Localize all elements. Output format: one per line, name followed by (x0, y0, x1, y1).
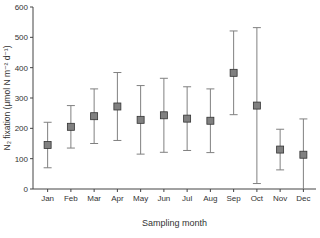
x-tick (163, 189, 164, 192)
x-tick (256, 189, 257, 192)
error-cap (276, 129, 284, 130)
x-tick (70, 189, 71, 192)
data-point (160, 112, 167, 119)
error-cap (230, 114, 238, 115)
error-cap (183, 86, 191, 87)
error-bar (160, 78, 168, 152)
error-cap (253, 27, 261, 28)
x-tick (187, 189, 188, 192)
x-tick (140, 189, 141, 192)
y-tick-label: 400 (15, 64, 29, 73)
error-bar (113, 73, 121, 141)
data-point (137, 116, 144, 123)
y-tick-label: 500 (15, 33, 29, 42)
chart-container: 0 100 200 300 400 500 600 Jan Feb Mar Apr May Jun Jul… (0, 0, 320, 238)
error-bar (253, 28, 261, 184)
data-point (300, 151, 307, 158)
x-tick-label: Jul (182, 194, 192, 203)
error-cap (90, 88, 98, 89)
error-cap (183, 150, 191, 151)
error-bar (137, 86, 145, 155)
y-tick-label: 100 (15, 155, 29, 164)
error-cap (44, 122, 52, 123)
error-cap (253, 183, 261, 184)
y-tick-label: 200 (15, 124, 29, 133)
x-axis-line (33, 189, 316, 190)
data-point (67, 123, 74, 130)
x-tick-label: Sep (227, 194, 242, 203)
x-tick (117, 189, 118, 192)
x-tick (47, 189, 48, 192)
y-tick (30, 98, 33, 99)
error-bar (230, 31, 238, 115)
x-tick-label: May (133, 194, 148, 203)
y-tick (30, 67, 33, 68)
data-point (277, 146, 284, 153)
data-point (253, 102, 260, 109)
error-cap (90, 143, 98, 144)
y-tick-label: 0 (24, 185, 29, 194)
y-axis-label: N₂ fixation (μmol N m⁻² d⁻¹) (2, 45, 12, 150)
data-point (44, 142, 51, 149)
error-bar (44, 122, 52, 167)
error-bar (67, 106, 75, 148)
y-tick (30, 37, 33, 38)
y-tick (30, 128, 33, 129)
error-cap (160, 152, 168, 153)
error-cap (206, 88, 214, 89)
chart-svg: 0 100 200 300 400 500 600 Jan Feb Mar Apr May Jun Jul… (0, 0, 320, 238)
y-tick (30, 189, 33, 190)
error-cap (230, 30, 238, 31)
data-point (114, 103, 121, 110)
x-tick (210, 189, 211, 192)
y-tick-label: 600 (15, 3, 29, 12)
x-tick-label: Jan (41, 194, 54, 203)
error-cap (299, 118, 307, 119)
y-tick (30, 7, 33, 8)
error-cap (137, 154, 145, 155)
x-tick-label: Dec (296, 194, 310, 203)
x-tick-label: Nov (273, 194, 287, 203)
error-cap (67, 148, 75, 149)
error-bar (90, 89, 98, 144)
error-cap (113, 140, 121, 141)
x-tick (233, 189, 234, 192)
x-axis-label: Sampling month (142, 218, 207, 228)
plot-area (44, 28, 308, 189)
data-point (91, 113, 98, 120)
x-tick-label: Jun (157, 194, 170, 203)
data-point (230, 69, 237, 76)
x-tick (280, 189, 281, 192)
x-tick-label: Feb (64, 194, 78, 203)
x-tick-label: Apr (111, 194, 124, 203)
error-cap (276, 169, 284, 170)
error-bar (206, 89, 214, 153)
error-cap (160, 78, 168, 79)
error-bar (276, 129, 284, 170)
error-bar (183, 87, 191, 151)
data-point (184, 115, 191, 122)
error-cap (113, 72, 121, 73)
error-cap (44, 167, 52, 168)
x-tick-label: Mar (87, 194, 101, 203)
error-cap (206, 152, 214, 153)
data-point (207, 117, 214, 124)
x-tick (303, 189, 304, 192)
error-bar (299, 119, 307, 189)
error-cap (137, 85, 145, 86)
y-tick (30, 158, 33, 159)
error-cap (67, 105, 75, 106)
y-tick-label: 300 (15, 94, 29, 103)
x-tick-label: Aug (203, 194, 217, 203)
x-tick-label: Oct (251, 194, 264, 203)
x-tick (94, 189, 95, 192)
